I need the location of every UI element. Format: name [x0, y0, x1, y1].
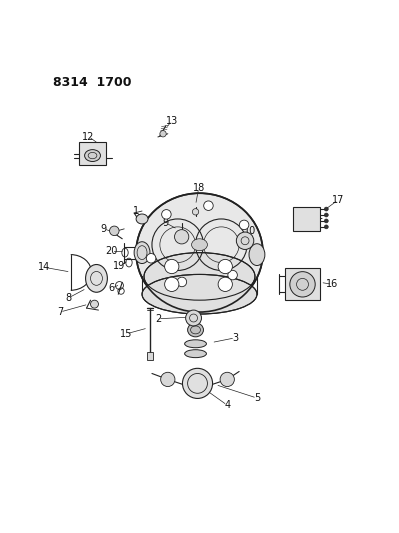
- Circle shape: [324, 219, 328, 223]
- Text: 1: 1: [133, 206, 139, 216]
- Circle shape: [228, 270, 237, 280]
- Ellipse shape: [144, 253, 255, 300]
- Circle shape: [174, 230, 189, 244]
- Circle shape: [110, 226, 119, 236]
- Circle shape: [324, 207, 328, 211]
- Circle shape: [177, 277, 187, 287]
- Text: 6: 6: [109, 284, 115, 293]
- Circle shape: [91, 300, 99, 308]
- Circle shape: [192, 208, 199, 215]
- Ellipse shape: [85, 150, 101, 161]
- Text: 12: 12: [82, 132, 95, 142]
- Bar: [292, 207, 320, 231]
- Circle shape: [204, 201, 213, 211]
- Ellipse shape: [185, 350, 206, 358]
- Circle shape: [220, 372, 234, 386]
- Circle shape: [239, 220, 249, 230]
- Bar: [285, 269, 320, 300]
- Ellipse shape: [185, 340, 206, 348]
- Ellipse shape: [136, 193, 263, 312]
- Circle shape: [236, 232, 254, 249]
- Text: 19: 19: [113, 261, 126, 271]
- Text: 18: 18: [193, 183, 205, 193]
- Circle shape: [161, 372, 175, 386]
- Ellipse shape: [136, 214, 148, 224]
- Circle shape: [160, 131, 166, 137]
- Text: 14: 14: [38, 262, 50, 272]
- Text: 11: 11: [312, 211, 324, 221]
- Text: 9: 9: [163, 218, 169, 228]
- Circle shape: [162, 209, 171, 219]
- Ellipse shape: [86, 264, 107, 292]
- Text: 10: 10: [244, 226, 256, 236]
- Text: 2: 2: [155, 314, 161, 324]
- Circle shape: [165, 260, 179, 273]
- Bar: [79, 142, 107, 165]
- Circle shape: [218, 260, 232, 273]
- Ellipse shape: [142, 274, 257, 314]
- Circle shape: [165, 277, 179, 292]
- Ellipse shape: [192, 239, 207, 251]
- Circle shape: [290, 272, 315, 297]
- Circle shape: [146, 254, 156, 263]
- Text: 8: 8: [65, 293, 71, 303]
- Circle shape: [218, 277, 232, 292]
- Ellipse shape: [249, 244, 265, 265]
- Text: 8314  1700: 8314 1700: [53, 76, 131, 89]
- Text: 16: 16: [326, 279, 338, 289]
- Text: 20: 20: [105, 246, 118, 256]
- Bar: [147, 352, 153, 360]
- Text: 4: 4: [224, 400, 230, 410]
- Circle shape: [182, 368, 213, 399]
- Text: 15: 15: [120, 329, 132, 339]
- Text: 9: 9: [101, 224, 107, 234]
- Ellipse shape: [188, 323, 203, 337]
- Text: 17: 17: [332, 195, 344, 205]
- Ellipse shape: [186, 310, 201, 326]
- Text: 13: 13: [166, 116, 178, 126]
- Circle shape: [324, 213, 328, 217]
- Text: 7: 7: [57, 307, 63, 317]
- Circle shape: [324, 225, 328, 229]
- Text: 5: 5: [254, 393, 260, 403]
- Text: 3: 3: [232, 333, 238, 343]
- Ellipse shape: [134, 242, 150, 263]
